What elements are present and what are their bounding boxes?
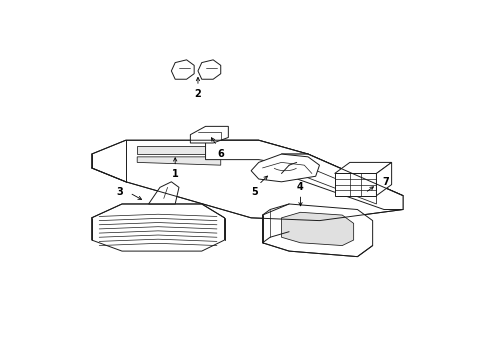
Polygon shape	[376, 162, 392, 195]
Text: 5: 5	[251, 187, 258, 197]
Polygon shape	[281, 154, 403, 210]
Polygon shape	[137, 157, 220, 165]
Text: 1: 1	[172, 169, 178, 179]
Polygon shape	[281, 154, 403, 195]
Polygon shape	[335, 162, 392, 174]
Polygon shape	[263, 204, 372, 257]
Text: 6: 6	[218, 149, 224, 158]
Polygon shape	[190, 126, 228, 143]
Polygon shape	[92, 140, 403, 221]
Polygon shape	[281, 212, 354, 246]
Text: 2: 2	[195, 89, 201, 99]
Polygon shape	[137, 146, 220, 154]
Text: 3: 3	[117, 186, 123, 197]
Polygon shape	[92, 204, 224, 251]
Text: 4: 4	[297, 181, 304, 192]
Polygon shape	[206, 140, 308, 168]
Text: 7: 7	[382, 177, 389, 187]
Polygon shape	[148, 182, 179, 204]
Polygon shape	[335, 174, 376, 195]
Polygon shape	[251, 154, 319, 182]
